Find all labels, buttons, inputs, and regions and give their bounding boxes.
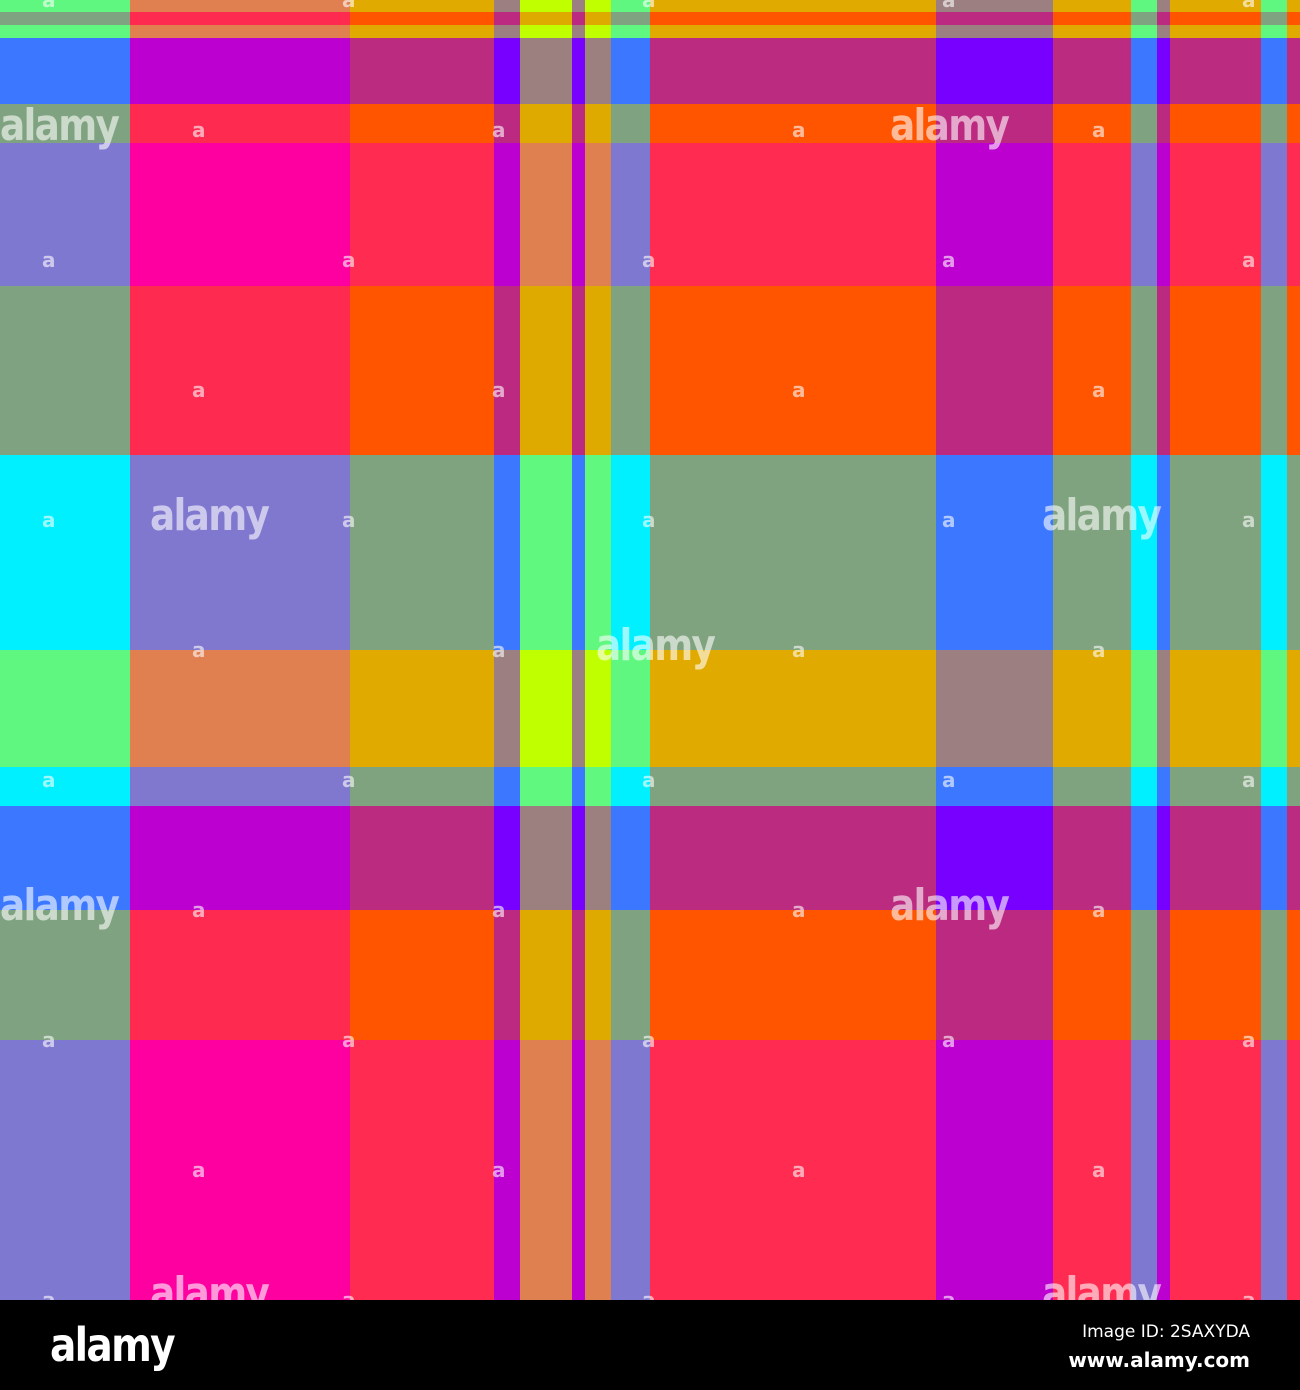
site-url: www.alamy.com [1068, 1348, 1250, 1372]
vertical-stripe-cyan [611, 0, 650, 1300]
vertical-stripe-orange [650, 0, 936, 1300]
vertical-stripe-lime [520, 0, 572, 1300]
vertical-stripe-orange [350, 0, 494, 1300]
vertical-stripe-orange [1170, 0, 1261, 1300]
vertical-stripe-violet [936, 0, 1053, 1300]
vertical-stripe-violet [494, 0, 520, 1300]
vertical-stripe-cyan [1261, 0, 1287, 1300]
plaid-pattern: alamy alamy alamy alamy alamy alamy alamy alamy… [0, 0, 1300, 1300]
vertical-stripe-lime [585, 0, 611, 1300]
vertical-stripe-cyan [1131, 0, 1157, 1300]
vertical-stripe-pink [130, 0, 350, 1300]
vertical-stripe-cyan [0, 0, 130, 1300]
image-id: Image ID: 2SAXYDA [1082, 1322, 1250, 1342]
vertical-stripe-orange [1287, 0, 1300, 1300]
vertical-stripe-violet [572, 0, 585, 1300]
vertical-stripe-violet [1157, 0, 1170, 1300]
vertical-stripe-orange [1053, 0, 1131, 1300]
footer-bar: alamy Image ID: 2SAXYDA www.alamy.com [0, 1300, 1300, 1390]
alamy-logo: alamy [50, 1318, 176, 1372]
